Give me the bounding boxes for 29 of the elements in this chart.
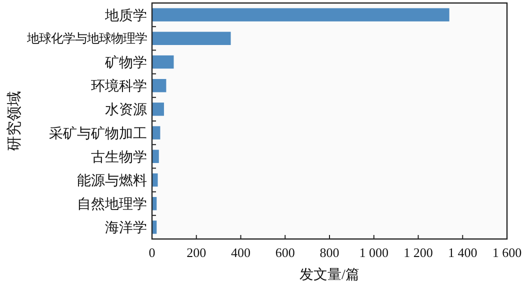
bar (152, 102, 164, 116)
bar (152, 126, 160, 140)
y-tick-label: 古生物学 (91, 149, 147, 166)
y-tick-label: 水资源 (105, 102, 147, 118)
bar (152, 150, 159, 164)
y-tick-label: 矿物学 (104, 55, 147, 71)
y-tick-label: 地球化学与地球物理学 (26, 31, 147, 46)
x-tick-label: 400 (231, 245, 250, 260)
y-tick-label: 地质学 (104, 8, 147, 24)
bar (152, 8, 450, 22)
y-axis-title: 研究领域 (6, 91, 23, 151)
x-tick-label: 600 (275, 245, 295, 260)
x-tick-label: 1 000 (359, 245, 388, 260)
bar (152, 78, 166, 92)
y-tick-label: 自然地理学 (77, 196, 147, 213)
x-tick-label: 1 400 (448, 245, 478, 260)
x-tick-label: 1 600 (492, 245, 522, 260)
bar (152, 32, 231, 46)
y-tick-label: 采矿与矿物加工 (49, 126, 147, 142)
x-tick-label: 800 (320, 245, 340, 260)
x-axis-title: 发文量/篇 (300, 267, 360, 283)
x-tick-label: 200 (186, 245, 206, 260)
x-tick-label: 0 (148, 245, 156, 260)
y-tick-label: 海洋学 (105, 220, 147, 236)
bar (152, 55, 174, 69)
x-tick-label: 1 200 (404, 245, 433, 260)
y-tick-label: 能源与燃料 (77, 173, 147, 189)
bar (152, 173, 158, 187)
y-tick-label: 环境科学 (91, 78, 147, 95)
